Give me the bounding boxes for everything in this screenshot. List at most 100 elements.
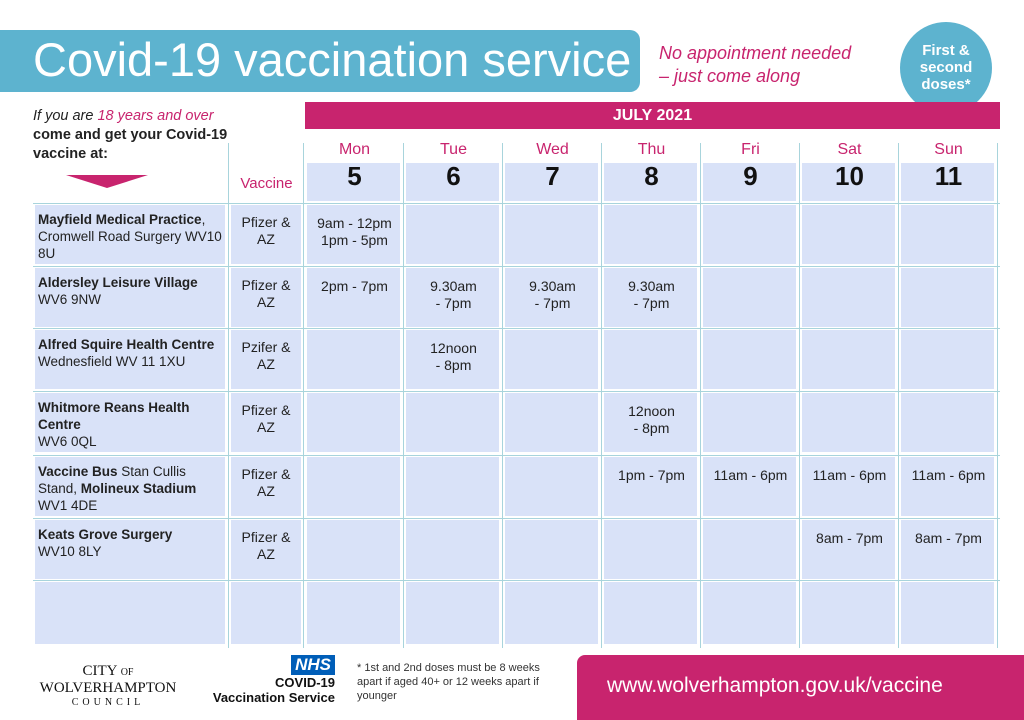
time-cell	[505, 268, 598, 327]
time-cell	[505, 393, 598, 452]
time-line: 12noon	[628, 403, 675, 419]
time-line: 12noon	[430, 340, 477, 356]
row-rule	[33, 580, 1000, 581]
time-cell	[802, 393, 895, 452]
time-line: - 7pm	[435, 295, 472, 311]
opening-time: 8am - 7pm	[899, 520, 998, 547]
time-cell	[406, 457, 499, 516]
opening-time: 12noon - 8pm	[404, 330, 503, 374]
location-text: Vaccine Bus	[38, 464, 118, 479]
location: Aldersley Leisure Village WV6 9NW	[33, 268, 227, 308]
time-cell	[703, 520, 796, 579]
day-date: 8	[644, 161, 659, 191]
day-name: Tue	[440, 141, 467, 158]
opening-time: 8am - 7pm	[800, 520, 899, 547]
badge-line: First &	[922, 42, 970, 59]
time-cell	[604, 393, 697, 452]
time-cell	[406, 582, 499, 644]
location-text: WV1 4DE	[38, 498, 98, 513]
vaccine-cell	[231, 582, 301, 644]
vaccine: Pfizer & AZ	[241, 466, 291, 499]
badge-line: doses*	[921, 76, 971, 93]
vaccine-cell	[231, 393, 301, 452]
header-cell	[505, 163, 598, 201]
time-cell	[406, 330, 499, 389]
vaccine: Pzifer & AZ	[241, 339, 291, 372]
header-cell	[802, 163, 895, 201]
time-line: 9.30am	[628, 278, 675, 294]
time-cell	[703, 582, 796, 644]
time-line: - 7pm	[633, 295, 670, 311]
location: Mayfield Medical Practice, Cromwell Road…	[33, 205, 227, 262]
intro-rest: come and get your Covid-19 vaccine at:	[33, 127, 228, 162]
row-rule	[33, 266, 1000, 267]
footnote: * 1st and 2nd doses must be 8 weeks apar…	[357, 662, 540, 702]
time-cell	[307, 205, 400, 264]
nhs-mark: NHS	[291, 655, 335, 675]
opening-time: 1pm - 7pm	[602, 457, 701, 484]
opening-time: 9.30am - 7pm	[404, 268, 503, 312]
location-text: WV10 8LY	[38, 544, 102, 559]
header-cell	[406, 163, 499, 201]
time-cell	[505, 582, 598, 644]
opening-time: 12noon - 8pm	[602, 393, 701, 437]
tagline-line: – just come along	[659, 66, 801, 86]
badge: First & second doses*	[900, 22, 992, 114]
time-cell	[307, 393, 400, 452]
location-cell	[35, 268, 225, 327]
time-line: - 8pm	[633, 420, 670, 436]
vaccine-cell	[231, 205, 301, 264]
tagline: No appointment needed – just come along	[659, 42, 851, 88]
vaccine: Pfizer & AZ	[241, 402, 291, 435]
location-text: WV6 0QL	[38, 434, 97, 449]
vaccine-cell	[231, 457, 301, 516]
column-rule	[228, 143, 229, 648]
time-cell	[307, 582, 400, 644]
column-rule	[997, 143, 998, 648]
location: Vaccine Bus Stan Cullis Stand, Molineux …	[33, 457, 227, 514]
header-cell	[901, 163, 994, 201]
time-cell	[505, 520, 598, 579]
location-text: Wednesfield WV 11 1XU	[38, 354, 186, 369]
intro-highlight: 18 years and over	[97, 108, 214, 124]
vaccine: Pfizer & AZ	[241, 529, 291, 562]
location-cell	[35, 205, 225, 264]
location-text: Molineux Stadium	[80, 481, 197, 496]
vaccine-cell	[231, 268, 301, 327]
website: www.wolverhampton.gov.uk/vaccine	[577, 655, 1024, 720]
row-rule	[33, 518, 1000, 519]
opening-time: 9.30am - 7pm	[602, 268, 701, 312]
vaccine-cell	[231, 330, 301, 389]
day-name: Sun	[934, 141, 963, 158]
location-text: Keats Grove Surgery	[38, 527, 173, 542]
title: Covid-19 vaccination service	[33, 33, 632, 86]
time-cell	[901, 457, 994, 516]
time-cell	[703, 393, 796, 452]
time-line: 9am - 12pm	[317, 215, 392, 231]
column-rule	[303, 143, 304, 648]
row-rule	[33, 391, 1000, 392]
location-text: Aldersley Leisure Village	[38, 275, 198, 290]
time-cell	[802, 268, 895, 327]
time-cell	[703, 330, 796, 389]
day-date: 6	[446, 161, 461, 191]
opening-time: 9.30am - 7pm	[503, 268, 602, 312]
time-cell	[307, 520, 400, 579]
time-cell	[505, 457, 598, 516]
nhs-text: Vaccination Service	[212, 690, 335, 705]
header-cell	[604, 163, 697, 201]
time-cell	[703, 268, 796, 327]
opening-time: 11am - 6pm	[701, 457, 800, 484]
location-cell	[35, 582, 225, 644]
time-cell	[901, 330, 994, 389]
location: Alfred Squire Health Centre Wednesfield W…	[33, 330, 227, 370]
header-cell	[703, 163, 796, 201]
intro: If you are 18 years and over come and ge…	[33, 107, 233, 164]
day-name: Wed	[536, 141, 569, 158]
council-text: CITY	[82, 663, 117, 679]
column-rule	[601, 143, 602, 648]
time-line: 11am - 6pm	[713, 467, 788, 483]
time-cell	[604, 268, 697, 327]
day-date: 7	[545, 161, 560, 191]
time-line: 9.30am	[430, 278, 477, 294]
